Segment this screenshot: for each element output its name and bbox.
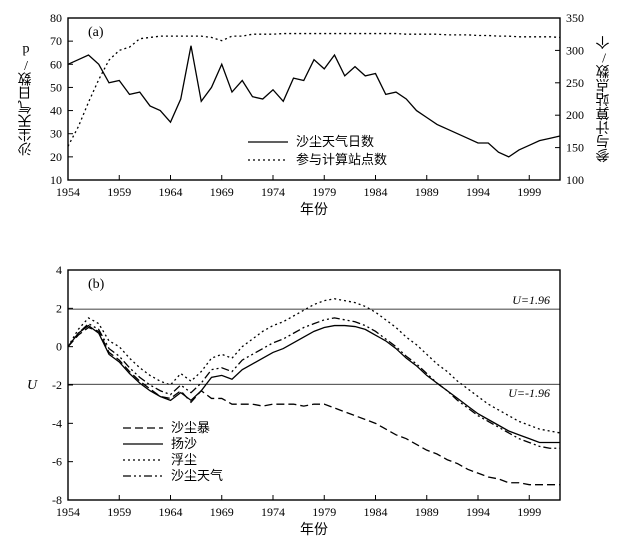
y-tick-label: -6	[52, 455, 62, 469]
y-left-tick-label: 80	[50, 11, 62, 25]
series-沙尘暴	[68, 328, 560, 485]
x-tick-label: 1969	[210, 185, 234, 199]
panel-label-b: (b)	[88, 277, 105, 292]
y-right-tick-label: 100	[566, 173, 584, 187]
legend-label: 沙尘天气	[171, 468, 223, 483]
x-tick-label: 1999	[517, 185, 541, 199]
ref-line-label: U=-1.96	[508, 386, 550, 400]
y-tick-label: -8	[52, 493, 62, 507]
y-right-tick-label: 350	[566, 11, 584, 25]
y-left-tick-label: 10	[50, 173, 62, 187]
y-left-tick-label: 50	[50, 80, 62, 94]
x-tick-label: 1959	[107, 185, 131, 199]
y-tick-label: -4	[52, 416, 62, 430]
y-right-tick-label: 250	[566, 76, 584, 90]
y-left-tick-label: 60	[50, 57, 62, 71]
y-left-tick-label: 30	[50, 127, 62, 141]
y-tick-label: -2	[52, 378, 62, 392]
y-axis-label: U	[27, 378, 38, 393]
x-tick-label: 1989	[415, 185, 439, 199]
x-tick-label: 1964	[159, 185, 183, 199]
legend-label: 沙尘天气日数	[296, 134, 374, 149]
x-tick-label: 1984	[364, 505, 388, 519]
legend-label: 参与计算站点数	[296, 152, 387, 167]
x-tick-label: 1994	[466, 185, 490, 199]
chart-a: (a) 1954 1959 1964 1969 1974 1979 1984 1989 1994 1…	[18, 11, 612, 218]
ref-line-label: U=1.96	[512, 293, 550, 307]
y-tick-label: 4	[56, 263, 62, 277]
legend-label: 沙尘暴	[171, 420, 210, 435]
legend-b: 沙尘暴扬沙浮尘沙尘天气	[123, 420, 223, 483]
y-tick-label: 2	[56, 301, 62, 315]
x-tick-label: 1979	[312, 185, 336, 199]
x-tick-label: 1984	[364, 185, 388, 199]
y-left-tick-label: 20	[50, 150, 62, 164]
x-tick-label: 1959	[107, 505, 131, 519]
y-right-tick-label: 150	[566, 141, 584, 155]
y-left-tick-label: 40	[50, 104, 62, 118]
chart-b: (b) 1954 1959 1964 1969 1974 1979 1984 1989 1994 1…	[27, 263, 560, 538]
x-tick-label: 1999	[517, 505, 541, 519]
legend-label: 浮尘	[171, 452, 197, 467]
legend-label: 扬沙	[171, 436, 197, 451]
series-沙尘天气	[68, 318, 560, 448]
x-tick-label: 1964	[159, 505, 183, 519]
y-right-axis-label: 参与计算站点数/个	[596, 36, 612, 164]
y-left-tick-label: 70	[50, 34, 62, 48]
y-left-axis-label: 沙尘天气日数/d	[18, 42, 34, 156]
x-tick-label: 1974	[261, 185, 285, 199]
series-浮尘	[68, 299, 560, 433]
x-tick-label: 1954	[56, 185, 80, 199]
x-tick-label: 1969	[210, 505, 234, 519]
x-axis-label: 年份	[300, 202, 328, 218]
legend-a: 沙尘天气日数参与计算站点数	[248, 134, 387, 167]
x-tick-label: 1974	[261, 505, 285, 519]
x-tick-label: 1989	[415, 505, 439, 519]
panel-label-a: (a)	[88, 25, 104, 40]
series-stations	[68, 34, 560, 147]
y-right-tick-label: 300	[566, 43, 584, 57]
x-axis-label: 年份	[300, 522, 328, 538]
y-right-tick-label: 200	[566, 108, 584, 122]
x-tick-label: 1979	[312, 505, 336, 519]
x-tick-label: 1994	[466, 505, 490, 519]
y-tick-label: 0	[56, 340, 62, 354]
x-tick-label: 1954	[56, 505, 80, 519]
